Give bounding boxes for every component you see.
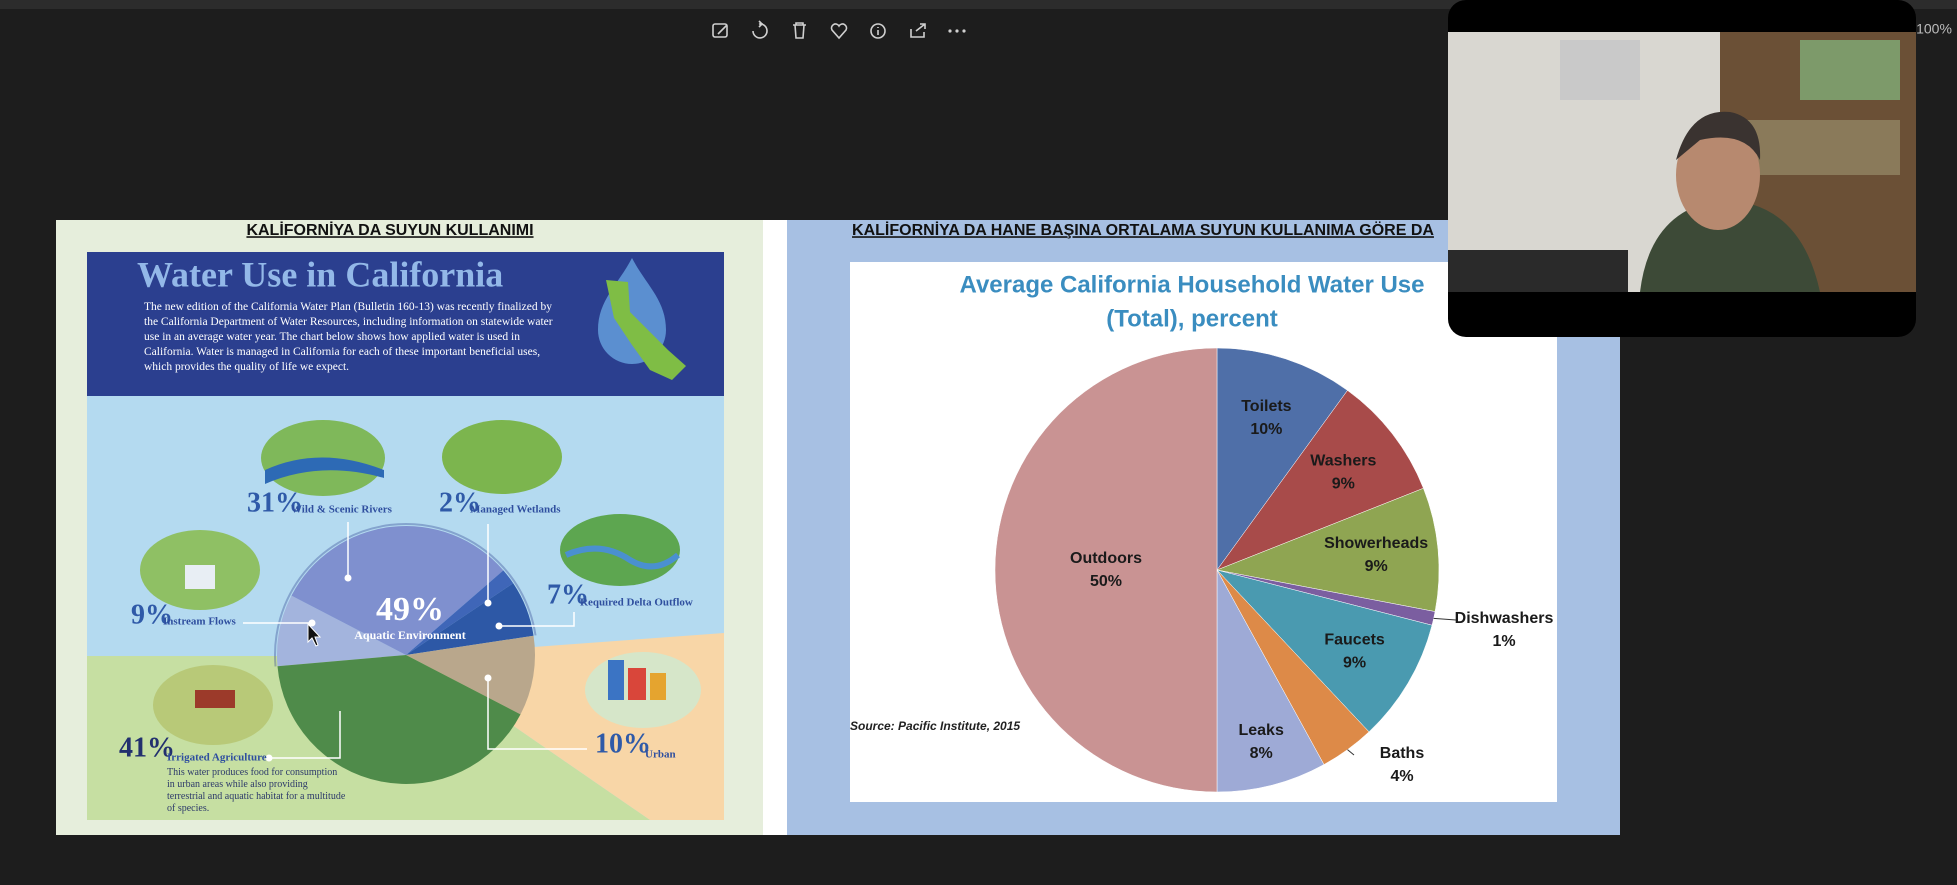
person-head [1676, 120, 1760, 230]
slice-label: Dishwashers [1455, 610, 1554, 627]
slice-value-label: 7% [547, 579, 589, 610]
delta-water [564, 545, 680, 570]
group-arc [274, 523, 537, 667]
leader-dot [484, 674, 492, 682]
california-map [606, 280, 686, 380]
slice-label: Irrigated Agriculture [167, 752, 267, 764]
wetlands-icon [442, 420, 562, 494]
slice-label: Outdoors [1070, 550, 1142, 567]
infographic-title: Water Use in California [137, 254, 503, 294]
right-heading: KALİFORNİYA DA HANE BAŞINA ORTALAMA SUYU… [852, 220, 1434, 239]
slice-value-label: 10% [1250, 421, 1282, 438]
slice-label: Washers [1310, 452, 1376, 469]
leader-line [1433, 617, 1457, 621]
pie-slice [276, 595, 406, 667]
picture [1560, 40, 1640, 100]
share-button[interactable] [910, 23, 926, 38]
pie-slice [1216, 569, 1325, 793]
slice-value-label: 9% [131, 599, 173, 630]
video-call[interactable] [1448, 0, 1916, 337]
pie-slice [1216, 390, 1424, 571]
pie-slice [277, 655, 521, 785]
leader-line [499, 612, 575, 627]
favorite-button[interactable] [830, 23, 848, 40]
pie-slice [1216, 487, 1440, 612]
slice-value-label: 9% [1343, 655, 1366, 672]
pie-slice [1216, 347, 1348, 571]
slice-label: Instream Flows [163, 616, 237, 628]
pie-slice [406, 635, 535, 715]
pie-slice [406, 583, 534, 655]
slice-value-label: 1% [1492, 633, 1515, 650]
chart-title: (Total), percent [1106, 305, 1278, 332]
picture [1800, 40, 1900, 100]
leader-line [1347, 749, 1355, 756]
pie-slice [291, 526, 504, 655]
building [608, 660, 624, 700]
slice-value-label: 50% [1090, 573, 1122, 590]
toolbar [712, 20, 966, 40]
agriculture-note: This water produces food for consumption… [167, 767, 346, 814]
chart-source: Source: Pacific Institute, 2015 [850, 719, 1020, 733]
person-body [1640, 200, 1820, 292]
slice-value-label: 41% [119, 732, 175, 763]
slice-value-label: 9% [1332, 475, 1355, 492]
slice-value-label: 10% [595, 728, 651, 759]
group-value-label: 49% [376, 591, 444, 628]
slice-value-label: 4% [1390, 768, 1413, 785]
slice-label: Showerheads [1324, 535, 1428, 552]
slice-value-label: 31% [247, 487, 303, 518]
group-label: Aquatic Environment [354, 628, 465, 642]
slice-label: Urban [645, 749, 676, 761]
slice-label: Toilets [1241, 398, 1291, 415]
leader-dot [495, 622, 503, 630]
zoom-level: 100% [1916, 21, 1952, 37]
mouse-cursor [307, 622, 322, 647]
desk [1448, 250, 1628, 292]
infographic: Water Use in California 9%Instream Flows… [87, 252, 724, 820]
building [628, 668, 646, 700]
slice-label: Faucets [1324, 632, 1385, 649]
slice-label: Managed Wetlands [470, 504, 561, 516]
slice-value-label: 9% [1365, 558, 1388, 575]
slice-value-label: 2% [439, 487, 481, 518]
slice-label: Wild & Scenic Rivers [291, 504, 393, 516]
leader-dot [265, 754, 273, 762]
river [265, 457, 384, 484]
infographic-description: The new edition of the California Water … [144, 301, 553, 373]
leader-line [487, 678, 587, 750]
slice-label: Leaks [1238, 722, 1283, 739]
pie-slice [994, 347, 1218, 793]
slice-label: Baths [1380, 745, 1425, 762]
leader-dot [484, 599, 492, 607]
delete-button[interactable] [793, 22, 806, 39]
tractor [195, 690, 235, 708]
pie-slice [1216, 569, 1433, 733]
more-button[interactable] [948, 29, 966, 33]
info-button[interactable] [870, 23, 886, 39]
pie-slice [406, 570, 514, 655]
top-strip [0, 0, 1957, 9]
rotate-button[interactable] [752, 20, 768, 39]
left-heading: KALİFORNİYA DA SUYUN KULLANIMI [246, 221, 533, 239]
left-pie: 9%Instream Flows 31%Wild & Scenic Rivers 2… [119, 487, 693, 785]
leader-dot [344, 574, 352, 582]
chart-title: Average California Household Water Use [960, 271, 1425, 298]
person-hair [1676, 111, 1761, 160]
building [650, 673, 666, 700]
dam [185, 565, 215, 589]
edit-button[interactable] [712, 23, 728, 38]
slice-value-label: 8% [1250, 745, 1273, 762]
right-pie: Toilets 10% Washers 9% Showerheads 9% Dishwash… [994, 347, 1554, 793]
leader-line [269, 711, 341, 759]
slice-label: Required Delta Outflow [580, 597, 693, 609]
leader-dot [308, 619, 316, 627]
slide-gap [763, 220, 787, 835]
